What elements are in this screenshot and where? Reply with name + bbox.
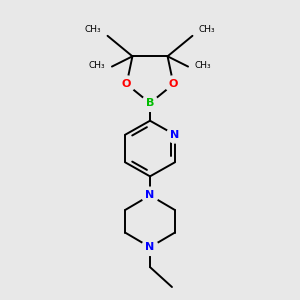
Text: O: O [122,79,131,89]
Text: N: N [170,130,179,140]
Circle shape [167,127,183,143]
Text: N: N [146,242,154,252]
Circle shape [142,187,158,204]
Text: N: N [146,190,154,200]
Circle shape [118,76,135,92]
Text: B: B [146,98,154,108]
Circle shape [142,239,158,255]
Text: CH₃: CH₃ [195,61,211,70]
Text: CH₃: CH₃ [199,26,215,34]
Circle shape [142,95,158,111]
Circle shape [165,76,182,92]
Text: O: O [169,79,178,89]
Text: CH₃: CH₃ [88,61,105,70]
Text: CH₃: CH₃ [85,26,101,34]
